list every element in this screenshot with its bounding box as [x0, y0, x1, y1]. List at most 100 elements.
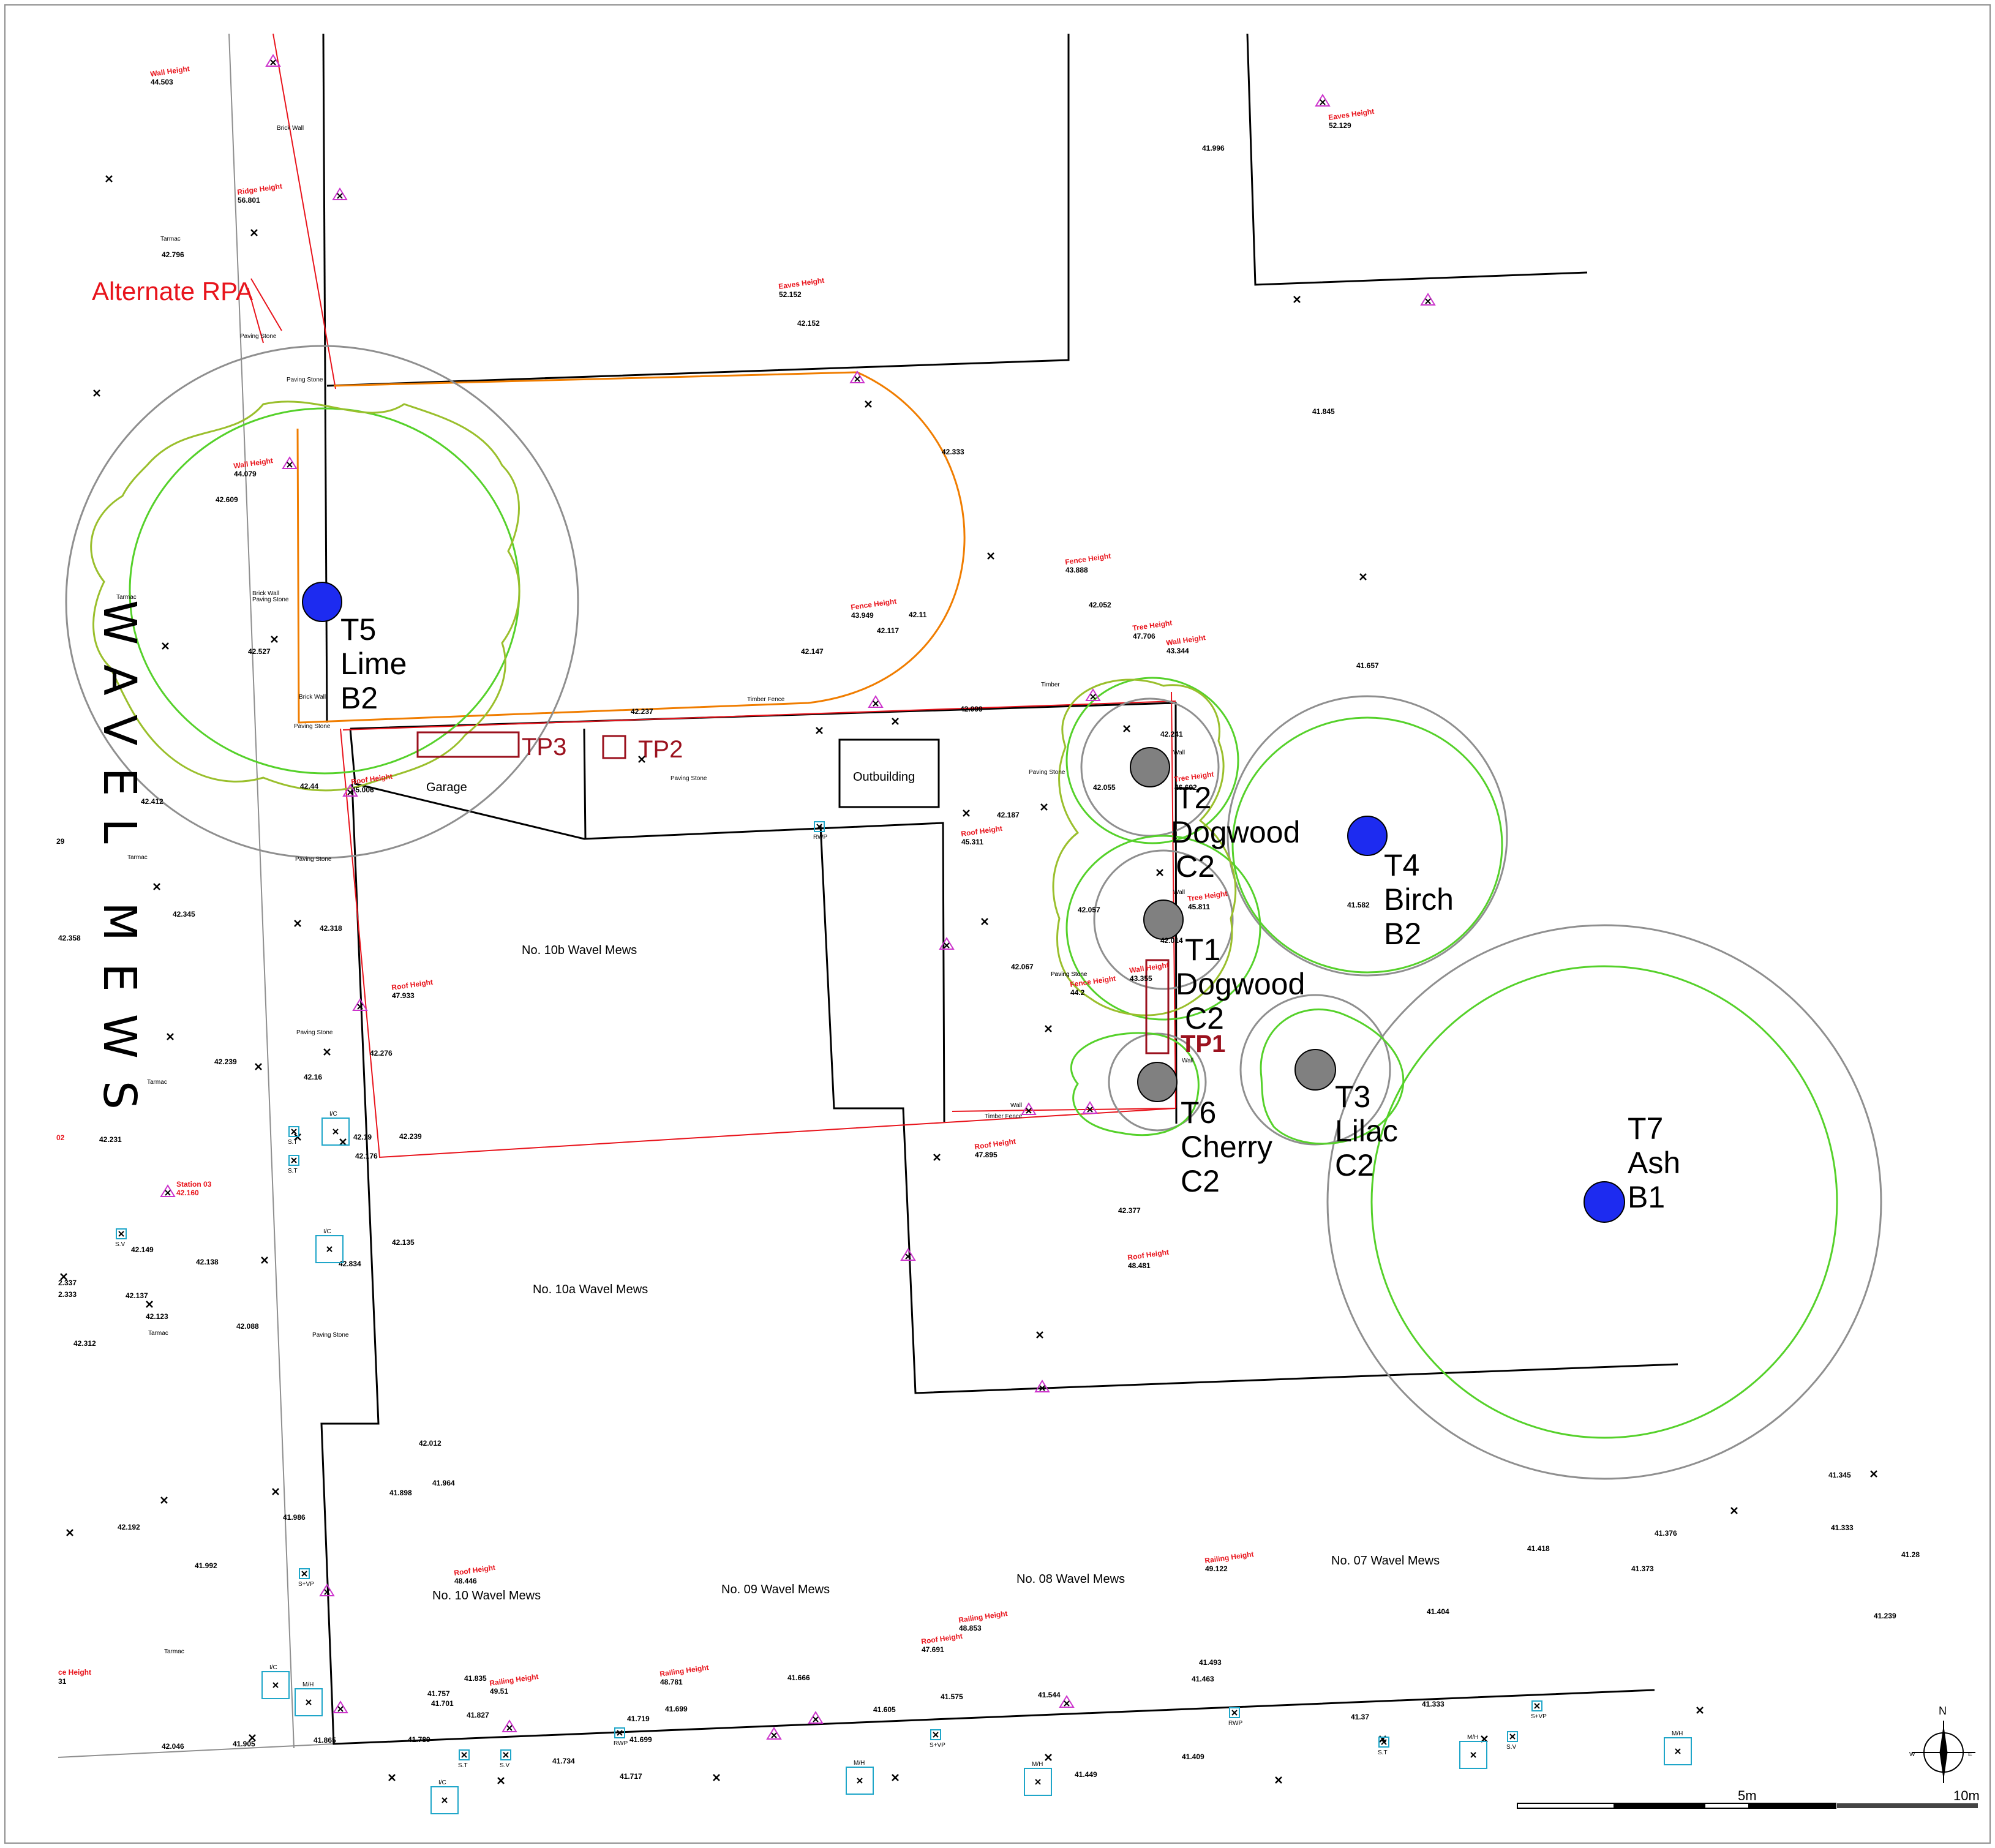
- survey-level-value: 52.129: [1329, 121, 1351, 130]
- service-cover-icon: M/H: [1459, 1734, 1487, 1769]
- scale-bar: 5m 10m: [1517, 1788, 1980, 1809]
- spot-level-value: 42.138: [196, 1258, 219, 1266]
- survey-level-value: 44.079: [234, 470, 257, 478]
- survey-station-icon: [319, 1583, 335, 1596]
- station-03: Station 03 42.160: [176, 1180, 212, 1197]
- spot-level-value: 42.527: [248, 647, 271, 656]
- survey-level-value: 48.446: [454, 1577, 477, 1585]
- surface-label: Brick Wall: [252, 590, 279, 597]
- north-arrow-label: N: [1939, 1705, 1947, 1717]
- survey-level-value: 48.481: [1128, 1261, 1151, 1270]
- spot-level-marker: [1040, 803, 1048, 811]
- tree-t3-trunk: [1294, 1049, 1336, 1091]
- spot-level-marker: [162, 642, 169, 650]
- spot-level-value: 41.666: [787, 1673, 810, 1682]
- survey-level-value: 44.503: [151, 78, 173, 86]
- surface-label: Paving Stone: [671, 775, 707, 782]
- spot-level-value: 42.067: [1011, 963, 1034, 971]
- survey-stations: [160, 54, 1436, 1740]
- spot-level-value: 41.463: [1192, 1675, 1214, 1683]
- survey-level-label: Roof Height: [920, 1632, 963, 1646]
- spot-level-value: 42.088: [236, 1322, 259, 1331]
- spot-level-marker: [271, 636, 278, 643]
- spot-level-marker: [1696, 1707, 1704, 1714]
- service-cover-icon: S.V: [115, 1228, 127, 1248]
- service-cover-label: S.T: [288, 1139, 298, 1146]
- spot-level-value: 42.099: [960, 705, 983, 713]
- survey-level-label: Roof Height: [1127, 1248, 1169, 1262]
- spot-level-marker: [497, 1777, 505, 1784]
- survey-level-label: Wall Height: [233, 456, 273, 470]
- spot-levels: 42.796 42.152 41.996 41.845 42.333 42.609 42.5…: [56, 144, 1920, 1781]
- spot-level-marker: [1870, 1470, 1877, 1478]
- spot-level-marker: [1293, 296, 1301, 303]
- survey-level-value: 48.781: [660, 1678, 683, 1686]
- spot-level-value: 42.609: [216, 495, 238, 504]
- building-07: No. 07 Wavel Mews: [1331, 1554, 1440, 1568]
- spot-level-value: 42.117: [877, 626, 899, 635]
- survey-level-value: 52.152: [779, 290, 802, 299]
- service-cover-icon: M/H: [1664, 1730, 1692, 1765]
- spot-level-value: 42.241: [1160, 730, 1183, 738]
- spot-level-marker: [93, 389, 100, 397]
- tp3-box: [416, 731, 520, 758]
- service-cover-icon: S.V: [500, 1749, 511, 1769]
- survey-level-label: Railing Height: [1204, 1550, 1254, 1565]
- canopy-spreads: [129, 407, 1838, 1439]
- spot-level-value: 41.575: [941, 1692, 963, 1701]
- surface-label: Wall: [1173, 749, 1185, 756]
- spot-level-value: 42.834: [339, 1260, 361, 1268]
- service-cover-icon: RWP: [1228, 1707, 1242, 1727]
- building-labels: Garage Outbuilding No. 10b Wavel Mews No…: [426, 770, 1440, 1602]
- spot-level-value: 42.312: [73, 1339, 96, 1348]
- surface-label: Wall: [1182, 1057, 1193, 1064]
- alternate-rpa-callout: Alternate RPA: [92, 277, 253, 306]
- spot-level-value: 41.865: [314, 1736, 336, 1745]
- spot-level-marker: [1156, 869, 1163, 876]
- survey-station-icon: [332, 187, 348, 200]
- spot-level-value: 41.239: [1874, 1612, 1896, 1620]
- service-cover-icon: S+VP: [930, 1729, 945, 1749]
- service-cover-icon: M/H: [1024, 1761, 1052, 1796]
- service-cover-icon: S.V: [1506, 1731, 1518, 1751]
- survey-level-value: 43.344: [1167, 647, 1189, 655]
- street-name-label: WAVEL MEWS: [93, 600, 146, 1132]
- spot-level-value: 2.333: [58, 1290, 77, 1299]
- service-cover-icon: S.T: [288, 1126, 299, 1146]
- service-cover-icon: S+VP: [298, 1568, 314, 1588]
- surface-label: Tarmac: [116, 594, 137, 601]
- survey-level-label: Ridge Height: [236, 182, 282, 197]
- surface-label: Brick Wall: [299, 694, 326, 701]
- survey-level-value: 47.706: [1133, 632, 1155, 640]
- service-cover-icon: I/C: [315, 1228, 344, 1263]
- spot-level-marker: [388, 1774, 396, 1781]
- spot-level-value: 41.333: [1422, 1700, 1445, 1708]
- service-cover-label: S+VP: [930, 1742, 945, 1749]
- spot-level-value: 2.337: [58, 1279, 77, 1287]
- surface-label: Timber: [1041, 682, 1060, 688]
- service-cover-label: I/C: [329, 1111, 337, 1117]
- spot-level-marker: [255, 1063, 262, 1070]
- spot-level-value: 41.734: [552, 1757, 575, 1765]
- survey-level-value: 47.895: [975, 1151, 998, 1159]
- tree-t2-trunk: [1130, 747, 1170, 787]
- spot-level-value: 42.237: [631, 707, 653, 716]
- survey-station-icon: [900, 1248, 916, 1261]
- service-cover-label: S+VP: [1531, 1713, 1547, 1720]
- tree-t7-trunk: [1584, 1181, 1625, 1223]
- survey-station-icon: [1059, 1695, 1075, 1708]
- spot-level-value: 41.717: [620, 1772, 642, 1781]
- service-cover-label: S.T: [288, 1168, 298, 1174]
- spot-level-value: 41.544: [1038, 1691, 1061, 1699]
- service-cover-icon: M/H: [295, 1681, 323, 1716]
- tree-t3-label: T3 Lilac C2: [1335, 1080, 1398, 1182]
- spot-level-value: 41.905: [233, 1740, 255, 1748]
- tree-trunks: [302, 582, 1625, 1223]
- spot-level-marker: [1275, 1776, 1282, 1784]
- spot-level-value: 42.231: [99, 1135, 122, 1144]
- survey-station-icon: [808, 1711, 824, 1724]
- spot-level-value: 41.404: [1427, 1607, 1449, 1616]
- spot-level-marker: [892, 718, 899, 725]
- survey-station-icon: [766, 1727, 782, 1740]
- scale-bar-end-label: 10m: [1953, 1788, 1980, 1803]
